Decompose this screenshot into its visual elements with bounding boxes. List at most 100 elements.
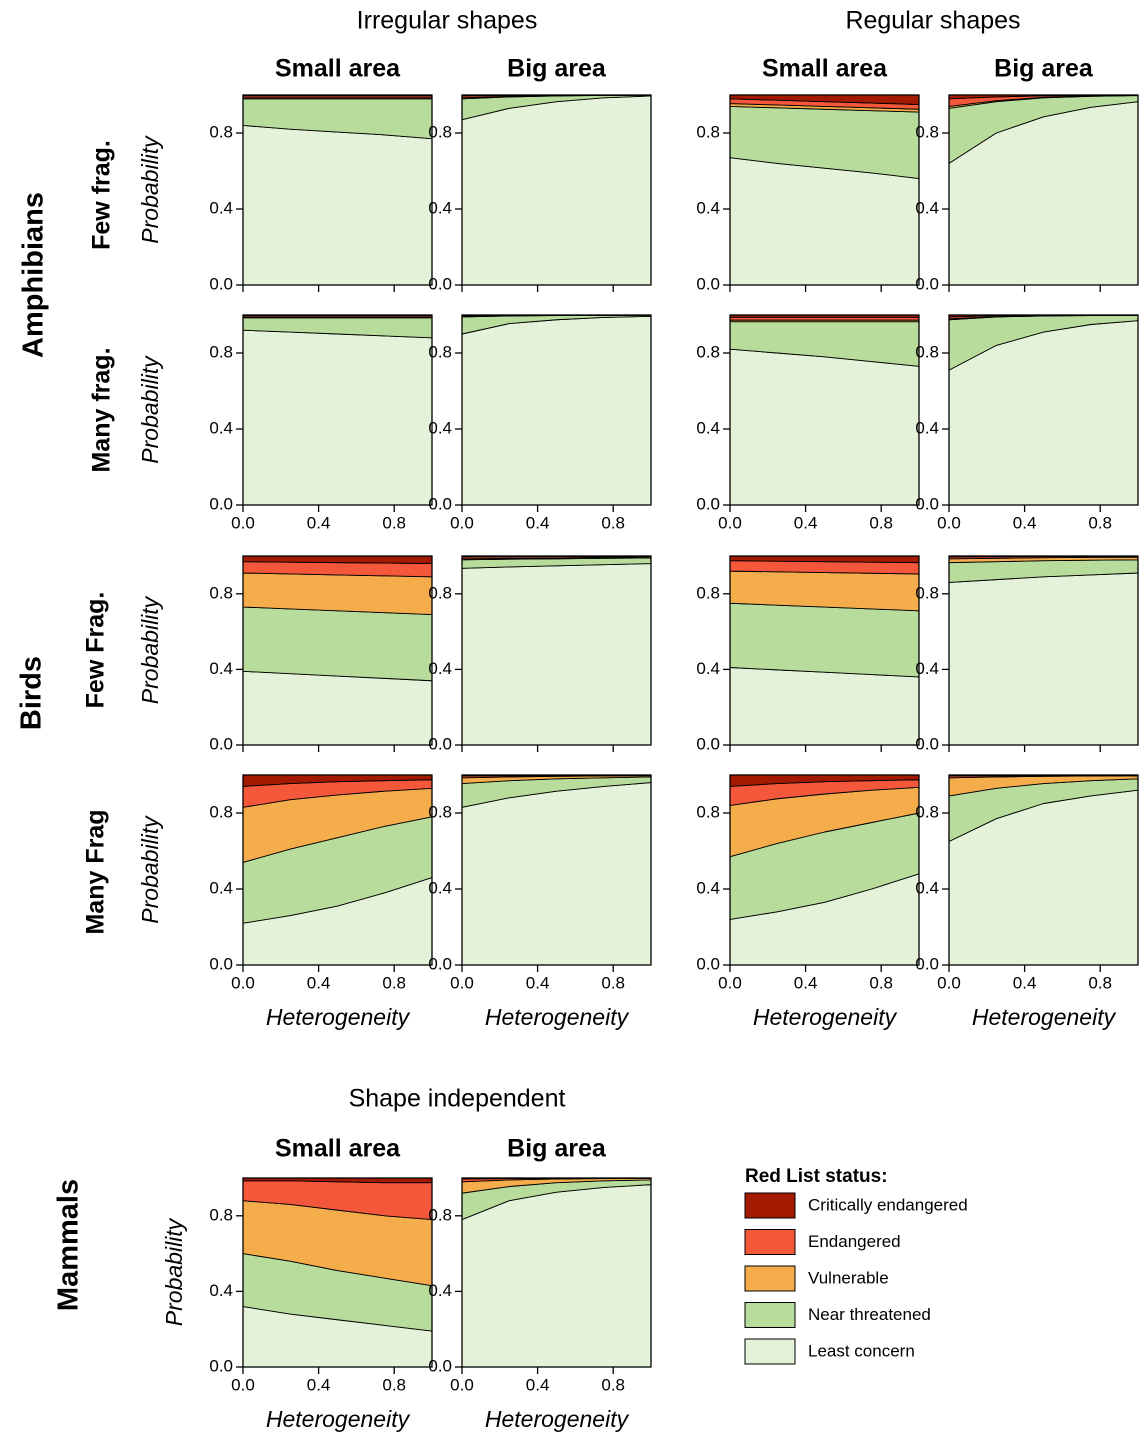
area	[729, 157, 920, 286]
y-tick-label: 0.0	[696, 494, 720, 513]
y-tick-label: 0.4	[428, 1281, 452, 1300]
plot-frame	[729, 314, 920, 506]
y-tick-label: 0.0	[428, 274, 452, 293]
plot-frame	[948, 555, 1139, 746]
y-tick-label: 0.4	[915, 878, 939, 897]
y-tick-label: 0.4	[209, 418, 233, 437]
y-tick-label: 0.0	[428, 734, 452, 753]
x-tick-label: 0.8	[382, 513, 406, 532]
plot-frame	[948, 94, 1139, 286]
x-tick-label: 0.8	[601, 1375, 625, 1394]
panel-title: Small area	[762, 55, 888, 83]
y-tick-label: 0.8	[428, 583, 452, 602]
x-tick-label: 0.4	[794, 973, 818, 992]
panel-title: Small area	[275, 55, 401, 83]
y-tick-label: 0.8	[209, 122, 233, 141]
plot-frame	[242, 94, 433, 286]
x-tick-label: 0.8	[601, 513, 625, 532]
group-label: Mammals	[53, 1179, 85, 1311]
y-axis-label: Probability	[137, 135, 163, 244]
y-tick-label: 0.8	[428, 802, 452, 821]
area	[242, 124, 433, 286]
area	[461, 95, 652, 286]
y-tick-label: 0.4	[428, 659, 452, 678]
area	[729, 667, 920, 746]
x-tick-label: 0.8	[869, 973, 893, 992]
x-tick-label: 0.8	[1088, 973, 1112, 992]
x-axis-label: Heterogeneity	[753, 1004, 898, 1030]
y-tick-label: 0.0	[209, 274, 233, 293]
row-label: Few frag.	[88, 140, 116, 250]
plot-frame	[729, 774, 920, 966]
x-tick-label: 0.0	[450, 973, 474, 992]
y-tick-label: 0.8	[209, 1205, 233, 1224]
x-tick-label: 0.4	[307, 1375, 331, 1394]
y-tick-label: 0.4	[428, 198, 452, 217]
x-tick-label: 0.0	[937, 513, 961, 532]
x-tick-label: 0.0	[231, 513, 255, 532]
plot-frame	[948, 774, 1139, 966]
legend-swatch	[744, 1265, 796, 1292]
legend-label: Endangered	[808, 1232, 901, 1251]
area	[461, 315, 652, 506]
x-tick-label: 0.8	[382, 973, 406, 992]
y-axis-label: Probability	[137, 815, 163, 924]
area	[948, 572, 1139, 746]
area	[461, 1184, 652, 1368]
panel-title: Big area	[507, 1135, 607, 1163]
legend-swatch	[744, 1338, 796, 1365]
y-tick-label: 0.4	[428, 418, 452, 437]
y-axis-label: Probability	[161, 1217, 187, 1326]
y-tick-label: 0.8	[428, 342, 452, 361]
y-tick-label: 0.0	[696, 954, 720, 973]
plot-frame	[461, 555, 652, 746]
x-tick-label: 0.0	[937, 973, 961, 992]
x-tick-label: 0.4	[794, 513, 818, 532]
plot-frame	[461, 314, 652, 506]
y-tick-label: 0.4	[915, 418, 939, 437]
x-tick-label: 0.0	[718, 513, 742, 532]
y-tick-label: 0.8	[915, 802, 939, 821]
y-tick-label: 0.4	[696, 659, 720, 678]
y-tick-label: 0.8	[696, 802, 720, 821]
area	[242, 606, 433, 682]
y-tick-label: 0.0	[915, 274, 939, 293]
plot-frame	[242, 1177, 433, 1368]
plot-frame	[729, 555, 920, 746]
x-tick-label: 0.4	[1013, 973, 1037, 992]
x-axis-label: Heterogeneity	[485, 1406, 630, 1432]
y-axis-label: Probability	[137, 595, 163, 704]
x-tick-label: 0.8	[601, 973, 625, 992]
y-tick-label: 0.4	[428, 878, 452, 897]
y-tick-label: 0.8	[428, 1205, 452, 1224]
column-header: Regular shapes	[845, 7, 1020, 35]
area	[461, 563, 652, 746]
x-tick-label: 0.0	[718, 973, 742, 992]
legend-swatch	[744, 1229, 796, 1255]
x-tick-label: 0.4	[526, 973, 550, 992]
y-tick-label: 0.4	[696, 198, 720, 217]
y-tick-label: 0.8	[696, 583, 720, 602]
y-tick-label: 0.8	[209, 583, 233, 602]
y-tick-label: 0.8	[696, 342, 720, 361]
x-tick-label: 0.4	[307, 513, 331, 532]
y-tick-label: 0.0	[209, 954, 233, 973]
x-tick-label: 0.4	[307, 973, 331, 992]
y-tick-label: 0.4	[209, 878, 233, 897]
area	[461, 782, 652, 966]
plot-frame	[461, 774, 652, 966]
x-tick-label: 0.4	[526, 1375, 550, 1394]
y-tick-label: 0.0	[696, 274, 720, 293]
legend-label: Near threatened	[808, 1305, 931, 1324]
plot-frame	[729, 94, 920, 286]
area	[242, 572, 433, 616]
plot-frame	[948, 314, 1139, 506]
x-tick-label: 0.0	[231, 973, 255, 992]
y-tick-label: 0.8	[915, 122, 939, 141]
y-tick-label: 0.8	[209, 802, 233, 821]
row-label: Few Frag.	[82, 592, 110, 709]
y-tick-label: 0.4	[915, 198, 939, 217]
area	[242, 670, 433, 746]
x-tick-label: 0.4	[1013, 513, 1037, 532]
